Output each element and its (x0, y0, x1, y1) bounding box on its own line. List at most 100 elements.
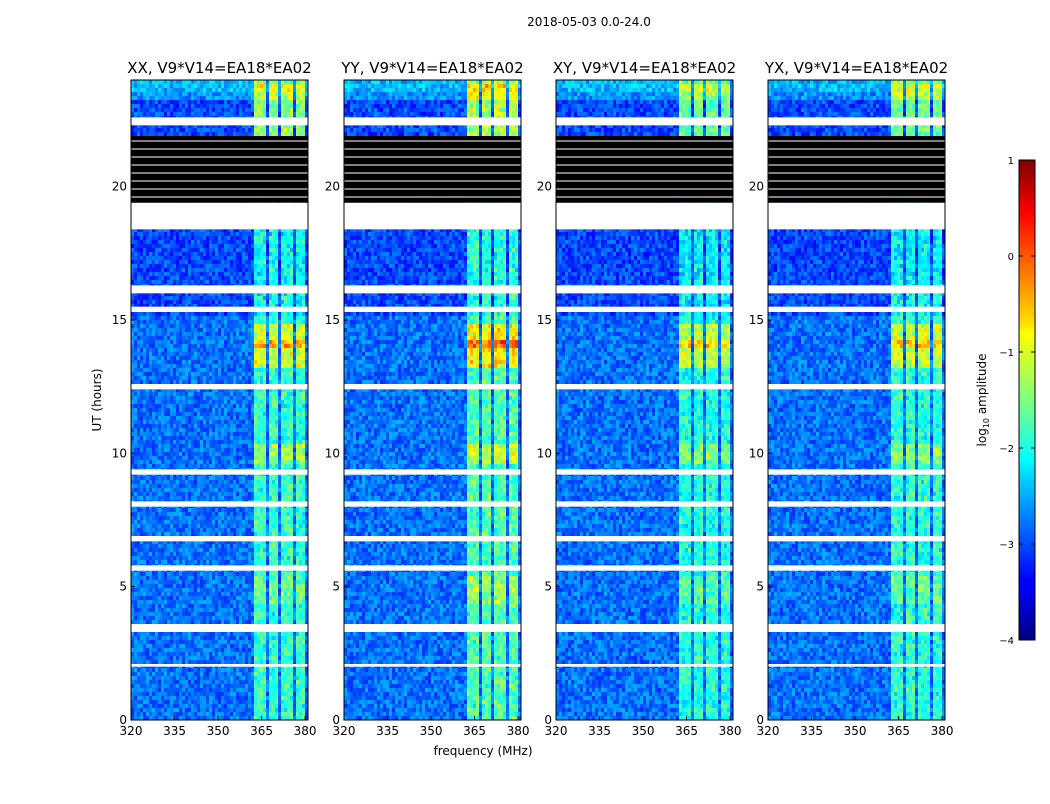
colorbar-label-subscript: 10 (982, 418, 991, 428)
x-tick-label: 350 (632, 724, 655, 738)
x-tick-label: 380 (719, 724, 742, 738)
colorbar-tick-label: −3 (999, 540, 1014, 551)
x-tick-label: 365 (675, 724, 698, 738)
flagged-band (556, 384, 733, 390)
y-tick-label: 15 (537, 313, 552, 327)
flagged-band (344, 536, 521, 542)
panel-title: XY, V9*V14=EA18*EA02 (553, 59, 736, 77)
x-tick-label: 335 (163, 724, 186, 738)
flagged-band (556, 536, 733, 542)
y-tick-label: 15 (749, 313, 764, 327)
flagged-band (556, 285, 733, 294)
flagged-band (131, 536, 308, 542)
flagged-block (556, 136, 733, 203)
y-tick-label: 20 (537, 180, 552, 194)
x-tick-label: 350 (844, 724, 867, 738)
x-tick-label: 365 (887, 724, 910, 738)
flagged-band (556, 202, 733, 230)
flagged-band (556, 664, 733, 667)
y-tick-label: 0 (544, 713, 552, 727)
y-tick-label: 5 (544, 580, 552, 594)
flagged-band (556, 117, 733, 126)
panel-title: XX, V9*V14=EA18*EA02 (127, 59, 311, 77)
flagged-band (131, 117, 308, 126)
x-tick-label: 365 (463, 724, 486, 738)
flagged-band (131, 202, 308, 230)
flagged-band (344, 306, 521, 312)
panels: XX, V9*V14=EA18*EA02 320 335 350 365 380 0 5 10 1… (112, 59, 954, 738)
flagged-block (344, 136, 521, 203)
x-tick-label: 320 (120, 724, 143, 738)
y-tick-label: 15 (112, 313, 127, 327)
x-tick-label: 335 (800, 724, 823, 738)
flagged-band (344, 285, 521, 294)
flagged-band (344, 469, 521, 475)
x-tick-label: 380 (507, 724, 530, 738)
flagged-band (768, 117, 945, 126)
y-tick-label: 10 (537, 446, 552, 460)
y-tick-label: 0 (119, 713, 127, 727)
y-tick-label: 5 (119, 580, 127, 594)
figure-title: 2018-05-03 0.0-24.0 (527, 15, 651, 29)
x-tick-label: 365 (250, 724, 273, 738)
flagged-band (131, 306, 308, 312)
colorbar: 10−1−2−3−4 log10 amplitude (975, 156, 1036, 647)
flagged-band (768, 384, 945, 390)
colorbar-tick-label: 1 (1008, 156, 1014, 167)
flagged-band (556, 306, 733, 312)
flagged-band (131, 469, 308, 475)
colorbar-tick-label: −4 (999, 636, 1014, 647)
flagged-band (344, 664, 521, 667)
y-tick-label: 5 (756, 580, 764, 594)
axes-frame (767, 79, 946, 721)
flagged-band (768, 501, 945, 507)
flagged-band (768, 624, 945, 632)
flagged-band (131, 664, 308, 667)
x-tick-label: 335 (588, 724, 611, 738)
flagged-band (768, 285, 945, 294)
flagged-band (768, 202, 945, 230)
flagged-band (768, 565, 945, 571)
flagged-band (344, 202, 521, 230)
flagged-band (344, 384, 521, 390)
colorbar-tick-label: −2 (999, 444, 1014, 455)
panel-title: YY, V9*V14=EA18*EA02 (340, 59, 523, 77)
flagged-band (131, 624, 308, 632)
y-tick-label: 5 (332, 580, 340, 594)
x-tick-label: 320 (545, 724, 568, 738)
panel-4: YX, V9*V14=EA18*EA02 320 335 350 365 380 0 5 10 1… (749, 59, 954, 738)
colorbar-tick-label: 0 (1008, 252, 1014, 263)
flagged-band (768, 306, 945, 312)
flagged-band (131, 285, 308, 294)
x-tick-label: 350 (420, 724, 443, 738)
panel-2: YY, V9*V14=EA18*EA02 320 335 350 365 380 0 5 10 1… (325, 59, 530, 738)
panel-1: XX, V9*V14=EA18*EA02 320 335 350 365 380 0 5 10 1… (112, 59, 317, 738)
flagged-band (131, 565, 308, 571)
y-tick-label: 10 (325, 446, 340, 460)
axes-frame (343, 79, 522, 721)
x-tick-label: 350 (207, 724, 230, 738)
colorbar-tick-label: −1 (999, 348, 1014, 359)
flagged-band (768, 469, 945, 475)
flagged-band (768, 536, 945, 542)
flagged-band (131, 384, 308, 390)
colorbar-ticks: 1 0 −1 −2 −3 −4 (999, 156, 1035, 647)
y-axis-label: UT (hours) (90, 368, 104, 431)
y-tick-label: 10 (749, 446, 764, 460)
x-tick-label: 320 (333, 724, 356, 738)
y-tick-label: 10 (112, 446, 127, 460)
axes-frame (130, 79, 309, 721)
flagged-band (344, 624, 521, 632)
y-tick-label: 0 (756, 713, 764, 727)
colorbar-gradient (1018, 159, 1036, 641)
flagged-band (556, 469, 733, 475)
panel-title: YX, V9*V14=EA18*EA02 (764, 59, 948, 77)
flagged-band (768, 664, 945, 667)
y-tick-label: 20 (749, 180, 764, 194)
x-tick-label: 335 (376, 724, 399, 738)
panel-3: XY, V9*V14=EA18*EA02 320 335 350 365 380 0 5 10 1… (537, 59, 742, 738)
flagged-band (556, 624, 733, 632)
x-axis-label: frequency (MHz) (433, 744, 532, 758)
flagged-block (131, 136, 308, 203)
